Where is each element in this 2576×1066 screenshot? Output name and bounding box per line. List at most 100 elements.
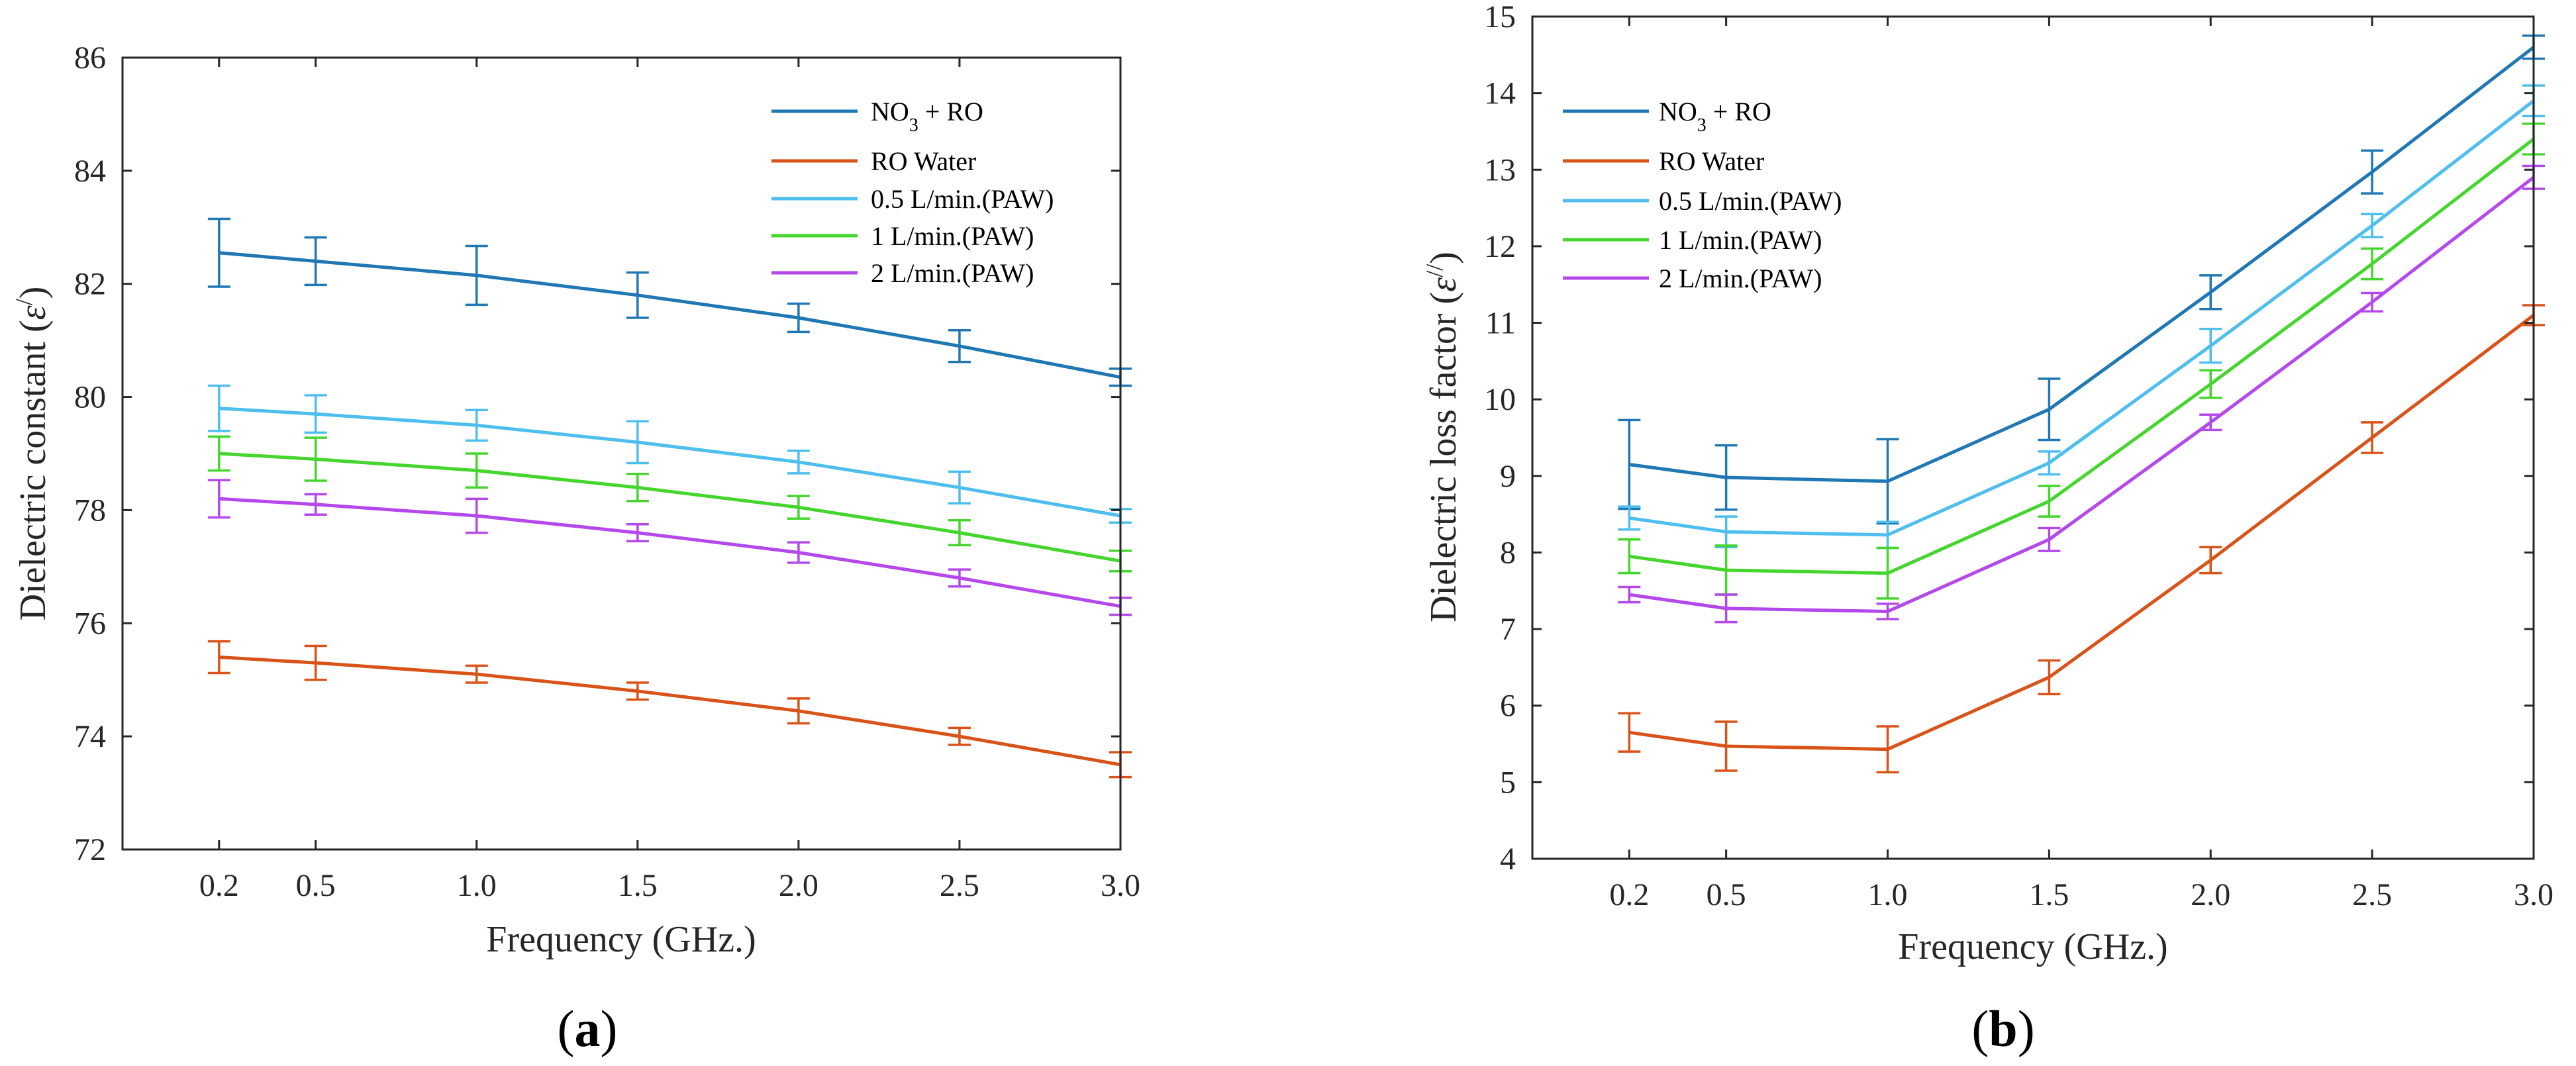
legend-a-label-1-lpm: 1 L/min.(PAW): [871, 221, 1034, 251]
chart-a-series-0-5-l-min-paw: [207, 384, 1132, 524]
chart-b-errorbar-2-l-min-paw-2: [1876, 603, 1899, 620]
chart-a-line-ro-water: [219, 655, 1121, 767]
chart-b-errorbar-1-l-min-paw-2: [1876, 546, 1899, 600]
legend-a-label-2-lpm: 2 L/min.(PAW): [871, 258, 1034, 288]
chart-b-errorbar-ro-water-4: [2199, 546, 2222, 575]
chart-a-xtick-label-4: 2.0: [779, 868, 818, 903]
chart-a-errorbar-0-5-l-min-paw-4: [787, 449, 810, 475]
chart-a-errorbar-ro-water-3: [626, 681, 649, 701]
chart-b-ytick-label-10: 14: [1484, 76, 1516, 111]
chart-b-data-marks: [1618, 34, 2545, 774]
chart-b-errorbar-0-5-l-min-paw-0: [1618, 505, 1641, 531]
chart-a-errorbar-1-l-min-paw-3: [626, 473, 649, 503]
chart-a-axes-box: [121, 56, 1122, 851]
chart-a-errorbar-2-l-min-paw-4: [787, 541, 810, 564]
chart-a-ytick-label-4: 80: [74, 380, 106, 415]
chart-a-legend: NO3 + RO RO Water 0.5 L/min.(PAW) 1 L/mi…: [771, 97, 1054, 288]
legend-b-label-0-5-lpm: 0.5 L/min.(PAW): [1659, 186, 1842, 216]
chart-b-series-ro-water: [1618, 304, 2545, 774]
chart-a-errorbar-no3-ro-4: [787, 302, 810, 334]
chart-b-ytick-label-7: 11: [1485, 306, 1516, 341]
chart-b-errorbar-ro-water-2: [1876, 725, 1899, 774]
chart-b-errorbar-ro-water-3: [2038, 659, 2061, 696]
chart-a-errorbar-no3-ro-3: [626, 271, 649, 319]
chart-a-errorbar-no3-ro-2: [465, 244, 488, 307]
chart-a-errorbar-1-l-min-paw-1: [304, 436, 327, 482]
chart-b-errorbar-1-l-min-paw-0: [1618, 538, 1641, 575]
chart-a-ticks: 0.2 0.5 1.0 1.5 2.0 2.5 3.0 72 74 76 78 80 82 84 86: [74, 40, 1140, 903]
chart-b-errorbar-ro-water-5: [2361, 421, 2384, 454]
chart-a-xtick-label-2: 1.0: [457, 868, 497, 903]
chart-b-ytick-label-9: 13: [1484, 152, 1516, 187]
chart-b-errorbar-ro-water-0: [1618, 712, 1641, 753]
legend-b-label-ro-water: RO Water: [1659, 146, 1764, 176]
chart-a-ytick-label-5: 82: [74, 267, 106, 302]
chart-a-ytick-label-7: 86: [74, 40, 106, 75]
chart-b-errorbar-2-l-min-paw-3: [2038, 526, 2061, 552]
chart-b-ytick-label-5: 9: [1500, 459, 1516, 494]
chart-b-errorbar-no3-ro-1: [1714, 444, 1738, 511]
chart-a-errorbar-ro-water-1: [304, 644, 327, 681]
chart-a-errorbar-no3-ro-5: [948, 329, 971, 363]
chart-a-ytick-label-2: 76: [74, 606, 106, 641]
chart-a-ylabel: Dielectric constant (ε/): [11, 287, 54, 621]
chart-b-errorbar-0-5-l-min-paw-5: [2361, 213, 2384, 238]
chart-a-series-1-l-min-paw: [207, 435, 1132, 573]
chart-b-ytick-label-11: 15: [1484, 0, 1516, 34]
chart-b-errorbar-no3-ro-5: [2361, 149, 2384, 195]
chart-b-xtick-label-0: 0.2: [1609, 877, 1649, 912]
chart-b-errorbar-0-5-l-min-paw-4: [2199, 328, 2222, 364]
chart-a-errorbar-2-l-min-paw-3: [626, 523, 649, 543]
chart-a-data-marks: [207, 217, 1132, 779]
chart-b-ytick-label-8: 12: [1484, 229, 1516, 264]
chart-b-errorbar-2-l-min-paw-4: [2199, 413, 2222, 432]
chart-a-xlabel: Frequency (GHz.): [486, 919, 756, 960]
chart-b-ticks: 0.2 0.5 1.0 1.5 2.0 2.5 3.0 4 5 6 7 8 9 10 11 12 13 14 15: [1484, 0, 2553, 912]
chart-b-errorbar-0-5-l-min-paw-3: [2038, 450, 2061, 476]
chart-b-xtick-label-4: 2.0: [2191, 877, 2230, 912]
chart-a-errorbar-0-5-l-min-paw-1: [304, 394, 327, 434]
panel-b-caption: (b): [1971, 1000, 2034, 1057]
chart-b-axes-box: [1531, 15, 2535, 860]
chart-a-series-no3-ro: [207, 217, 1132, 387]
chart-a-line-2-l-min-paw: [219, 497, 1121, 608]
chart-a-xtick-label-1: 0.5: [296, 868, 336, 903]
chart-a-errorbar-2-l-min-paw-5: [948, 568, 971, 588]
chart-a-errorbar-ro-water-2: [465, 664, 488, 684]
chart-a-errorbar-2-l-min-paw-2: [465, 497, 488, 534]
chart-a-errorbar-ro-water-4: [787, 697, 810, 725]
chart-b-errorbar-2-l-min-paw-0: [1618, 585, 1641, 604]
chart-b-errorbar-1-l-min-paw-3: [2038, 485, 2061, 518]
chart-a-errorbar-0-5-l-min-paw-2: [465, 409, 488, 442]
chart-a-ytick-label-1: 74: [74, 719, 106, 754]
chart-b-errorbar-1-l-min-paw-5: [2361, 247, 2384, 281]
chart-b-errorbar-2-l-min-paw-1: [1714, 593, 1738, 624]
chart-b-series-1-l-min-paw: [1618, 122, 2545, 600]
chart-a-errorbar-1-l-min-paw-2: [465, 452, 488, 489]
chart-b-ytick-label-6: 10: [1484, 382, 1516, 417]
chart-b-xtick-label-5: 2.5: [2352, 877, 2392, 912]
chart-a-ytick-label-6: 84: [74, 154, 106, 189]
chart-b-errorbar-2-l-min-paw-5: [2361, 291, 2384, 313]
chart-b-xtick-label-1: 0.5: [1707, 877, 1746, 912]
chart-b-xlabel: Frequency (GHz.): [1898, 926, 2167, 967]
chart-b-xtick-label-6: 3.0: [2514, 877, 2553, 912]
chart-a-errorbar-no3-ro-1: [304, 236, 327, 287]
chart-panel-a: 0.2 0.5 1.0 1.5 2.0 2.5 3.0 72 74 76 78 80 82 84 86 NO…: [11, 40, 1140, 1057]
chart-a-xtick-label-6: 3.0: [1101, 868, 1140, 903]
chart-b-ytick-label-0: 4: [1500, 842, 1516, 877]
chart-b-line-0-5-l-min-paw: [1628, 99, 2535, 537]
chart-b-xtick-label-3: 1.5: [2029, 877, 2069, 912]
chart-b-legend: NO3 + RO RO Water 0.5 L/min.(PAW) 1 L/mi…: [1563, 97, 1842, 293]
chart-panel-b: 0.2 0.5 1.0 1.5 2.0 2.5 3.0456789101112131415 …: [1421, 0, 2553, 1057]
legend-b-label-2-lpm: 2 L/min.(PAW): [1659, 264, 1822, 293]
chart-a-errorbar-no3-ro-0: [207, 217, 230, 288]
chart-b-series-0-5-l-min-paw: [1618, 84, 2545, 550]
panel-a-caption: (a): [558, 1000, 618, 1057]
chart-a-xtick-label-3: 1.5: [618, 868, 658, 903]
chart-a-ytick-label-3: 78: [74, 493, 106, 528]
legend-a-label-0-5-lpm: 0.5 L/min.(PAW): [871, 184, 1054, 214]
chart-a-series-2-l-min-paw: [207, 479, 1132, 616]
chart-b-xtick-label-2: 1.0: [1868, 877, 1908, 912]
